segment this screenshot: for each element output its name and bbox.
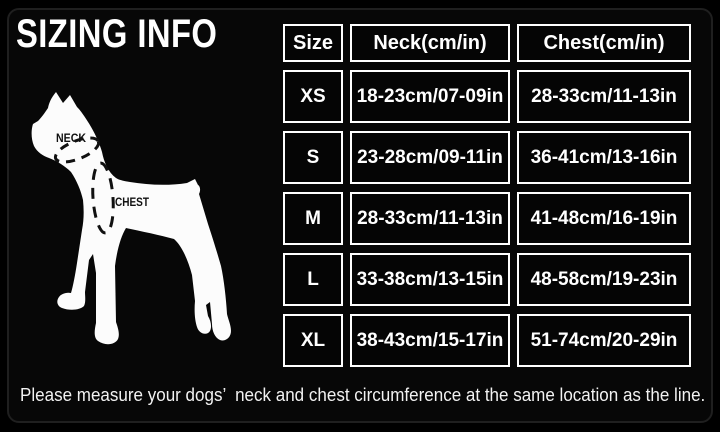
table-row: XL 38-43cm/15-17in 51-74cm/20-29in [283, 314, 691, 367]
chest-cell: 51-74cm/20-29in [517, 314, 691, 367]
size-cell: S [283, 131, 343, 184]
table-row: XS 18-23cm/07-09in 28-33cm/11-13in [283, 70, 691, 123]
col-header-chest: Chest(cm/in) [517, 24, 691, 62]
neck-cell: 23-28cm/09-11in [350, 131, 510, 184]
chest-cell: 36-41cm/13-16in [517, 131, 691, 184]
dog-measurement-diagram: NECK CHEST [18, 88, 268, 368]
table-row: L 33-38cm/13-15in 48-58cm/19-23in [283, 253, 691, 306]
size-cell: XL [283, 314, 343, 367]
size-cell: L [283, 253, 343, 306]
measurement-instruction: Please measure your dogs’ neck and chest… [20, 384, 706, 405]
size-cell: XS [283, 70, 343, 123]
neck-cell: 18-23cm/07-09in [350, 70, 510, 123]
table-row: M 28-33cm/11-13in 41-48cm/16-19in [283, 192, 691, 245]
neck-cell: 28-33cm/11-13in [350, 192, 510, 245]
size-cell: M [283, 192, 343, 245]
dog-silhouette-icon: NECK CHEST [31, 92, 231, 345]
chest-cell: 41-48cm/16-19in [517, 192, 691, 245]
chest-cell: 28-33cm/11-13in [517, 70, 691, 123]
neck-cell: 33-38cm/13-15in [350, 253, 510, 306]
col-header-neck: Neck(cm/in) [350, 24, 510, 62]
chest-label: CHEST [115, 195, 150, 209]
neck-cell: 38-43cm/15-17in [350, 314, 510, 367]
col-header-size: Size [283, 24, 343, 62]
chest-measure-line [91, 161, 115, 235]
sizing-table: Size Neck(cm/in) Chest(cm/in) XS 18-23cm… [276, 16, 698, 375]
neck-label: NECK [56, 133, 87, 145]
table-header-row: Size Neck(cm/in) Chest(cm/in) [283, 24, 691, 62]
neck-measure-line [53, 136, 101, 164]
table-row: S 23-28cm/09-11in 36-41cm/13-16in [283, 131, 691, 184]
page-title: SIZING INFO [16, 12, 218, 56]
chest-cell: 48-58cm/19-23in [517, 253, 691, 306]
